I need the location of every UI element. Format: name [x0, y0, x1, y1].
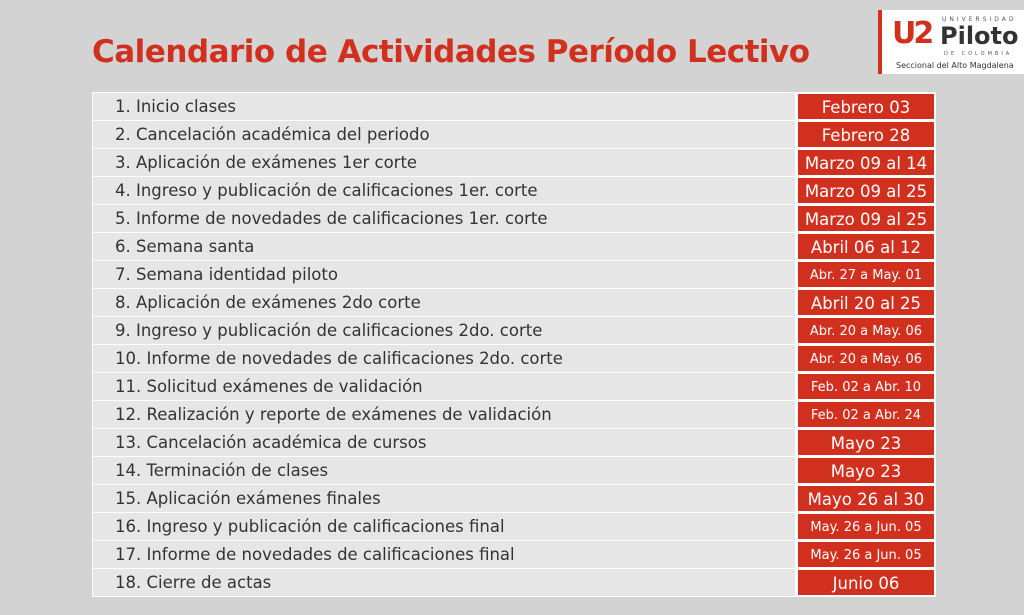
table-row: 10. Informe de novedades de calificacion… — [93, 345, 935, 373]
date-cell: Mayo 23 — [797, 457, 935, 484]
activity-cell: 16. Ingreso y publicación de calificacio… — [93, 513, 795, 540]
activity-cell: 18. Cierre de actas — [93, 569, 795, 596]
table-row: 12. Realización y reporte de exámenes de… — [93, 401, 935, 429]
table-row: 16. Ingreso y publicación de calificacio… — [93, 513, 935, 541]
table-row: 9. Ingreso y publicación de calificacion… — [93, 317, 935, 345]
date-cell: Febrero 28 — [797, 121, 935, 148]
activity-cell: 3. Aplicación de exámenes 1er corte — [93, 149, 795, 176]
date-cell: Mayo 26 al 30 — [797, 485, 935, 512]
activity-cell: 14. Terminación de clases — [93, 457, 795, 484]
table-row: 3. Aplicación de exámenes 1er corte Marzo… — [93, 149, 935, 177]
table-row: 13. Cancelación académica de cursos Mayo … — [93, 429, 935, 457]
date-cell: Marzo 09 al 25 — [797, 177, 935, 204]
date-cell: May. 26 a Jun. 05 — [797, 541, 935, 568]
date-cell: Abr. 27 a May. 01 — [797, 261, 935, 288]
table-row: 7. Semana identidad piloto Abr. 27 a May.… — [93, 261, 935, 289]
activity-cell: 11. Solicitud exámenes de validación — [93, 373, 795, 400]
date-cell: May. 26 a Jun. 05 — [797, 513, 935, 540]
table-row: 1. Inicio clases Febrero 03 — [93, 93, 935, 121]
activity-cell: 6. Semana santa — [93, 233, 795, 260]
date-cell: Abril 20 al 25 — [797, 289, 935, 316]
activity-cell: 10. Informe de novedades de calificacion… — [93, 345, 795, 372]
date-cell: Marzo 09 al 25 — [797, 205, 935, 232]
date-cell: Febrero 03 — [797, 93, 935, 120]
page-title: Calendario de Actividades Período Lectiv… — [92, 34, 810, 70]
table-row: 18. Cierre de actas Junio 06 — [93, 569, 935, 596]
date-cell: Marzo 09 al 14 — [797, 149, 935, 176]
date-cell: Abr. 20 a May. 06 — [797, 317, 935, 344]
logo-name: Piloto — [940, 22, 1019, 50]
logo-sub-text: DE COLOMBIA — [944, 51, 1013, 57]
table-row: 11. Solicitud exámenes de validación Feb.… — [93, 373, 935, 401]
table-row: 4. Ingreso y publicación de calificacion… — [93, 177, 935, 205]
activity-cell: 5. Informe de novedades de calificacione… — [93, 205, 795, 232]
table-row: 6. Semana santa Abril 06 al 12 — [93, 233, 935, 261]
logo-top-text: UNIVERSIDAD — [942, 16, 1017, 23]
activity-cell: 15. Aplicación exámenes finales — [93, 485, 795, 512]
date-cell: Feb. 02 a Abr. 24 — [797, 401, 935, 428]
activity-cell: 12. Realización y reporte de exámenes de… — [93, 401, 795, 428]
table-row: 15. Aplicación exámenes finales Mayo 26 a… — [93, 485, 935, 513]
activity-cell: 9. Ingreso y publicación de calificacion… — [93, 317, 795, 344]
date-cell: Mayo 23 — [797, 429, 935, 456]
date-cell: Junio 06 — [797, 569, 935, 596]
activity-cell: 13. Cancelación académica de cursos — [93, 429, 795, 456]
university-logo: U2 UNIVERSIDAD Piloto DE COLOMBIA Seccio… — [878, 10, 1024, 74]
logo-campus: Seccional del Alto Magdalena — [896, 61, 1014, 70]
table-row: 14. Terminación de clases Mayo 23 — [93, 457, 935, 485]
activities-table: 1. Inicio clases Febrero 03 2. Cancelación… — [92, 92, 936, 597]
date-cell: Feb. 02 a Abr. 10 — [797, 373, 935, 400]
activity-cell: 8. Aplicación de exámenes 2do corte — [93, 289, 795, 316]
table-row: 8. Aplicación de exámenes 2do corte Abril… — [93, 289, 935, 317]
table-row: 5. Informe de novedades de calificacione… — [93, 205, 935, 233]
table-row: 2. Cancelación académica del periodo Febr… — [93, 121, 935, 149]
activity-cell: 4. Ingreso y publicación de calificacion… — [93, 177, 795, 204]
date-cell: Abril 06 al 12 — [797, 233, 935, 260]
activity-cell: 1. Inicio clases — [93, 93, 795, 120]
activity-cell: 17. Informe de novedades de calificacion… — [93, 541, 795, 568]
activity-cell: 2. Cancelación académica del periodo — [93, 121, 795, 148]
logo-mark: U2 — [892, 16, 934, 51]
activity-cell: 7. Semana identidad piloto — [93, 261, 795, 288]
date-cell: Abr. 20 a May. 06 — [797, 345, 935, 372]
table-row: 17. Informe de novedades de calificacion… — [93, 541, 935, 569]
